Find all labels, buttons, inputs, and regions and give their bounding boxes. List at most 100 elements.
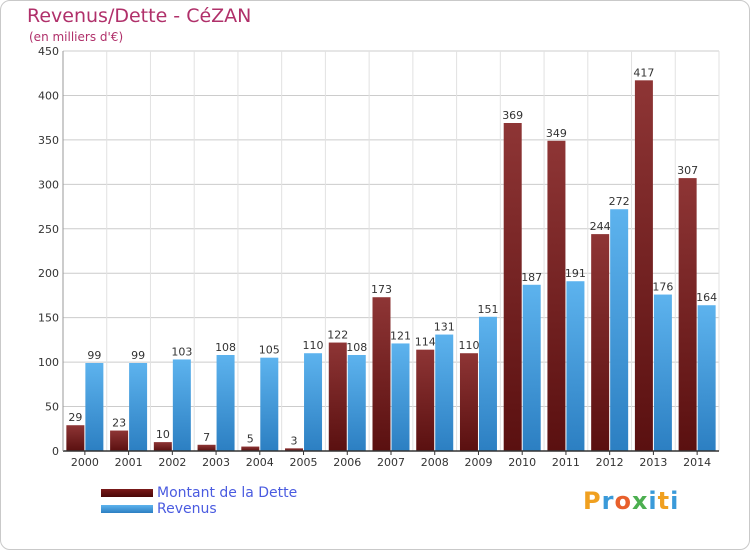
bar-dette [678,178,697,451]
data-label: 3 [291,434,298,447]
data-label: 108 [215,341,236,354]
y-tick-label: 150 [38,312,59,325]
bar-revenus [478,316,497,451]
proxiti-logo-letter: i [648,487,658,515]
legend: Montant de la Dette Revenus [101,485,297,517]
x-tick-label: 2005 [290,456,318,469]
proxiti-logo-letter: x [631,487,649,515]
data-label: 173 [371,283,392,296]
x-tick-label: 2014 [683,456,711,469]
bar-dette [66,425,85,451]
data-label: 122 [327,329,348,342]
y-tick-label: 0 [52,445,59,458]
data-label: 99 [131,349,145,362]
bar-dette [153,442,172,451]
x-tick-label: 2006 [333,456,361,469]
legend-item-revenus: Revenus [101,501,297,517]
bar-dette [503,123,522,451]
data-label: 349 [546,127,567,140]
bar-revenus [610,209,629,451]
data-label: 114 [415,336,436,349]
x-tick-label: 2000 [71,456,99,469]
legend-swatch-revenus [101,505,153,513]
legend-swatch-dette [101,489,153,497]
x-tick-label: 2013 [639,456,667,469]
data-label: 5 [247,433,254,446]
proxiti-logo-letter: i [670,487,680,515]
chart-subtitle: (en milliers d'€) [29,30,124,44]
data-label: 164 [696,291,717,304]
data-label: 272 [609,195,630,208]
axes-layer: 0 50 100 150 200 250 300 350 400 450 2000 2001 2002 2… [38,45,719,469]
bar-revenus [522,284,541,451]
data-label: 103 [171,345,192,358]
data-label: 105 [259,344,280,357]
x-tick-label: 2002 [158,456,186,469]
data-label: 191 [565,267,586,280]
x-tick-label: 2009 [464,456,492,469]
data-label: 121 [390,329,411,342]
data-label: 23 [112,417,126,430]
bar-dette [241,446,260,451]
data-label: 187 [521,271,542,284]
data-label: 151 [477,303,498,316]
data-label: 110 [303,339,324,352]
bar-dette [110,430,129,451]
data-label: 176 [652,281,673,294]
bar-revenus [85,363,104,451]
x-tick-label: 2012 [596,456,624,469]
data-label: 417 [633,66,654,79]
data-label: 29 [68,411,82,424]
bar-dette [285,448,304,451]
bar-revenus [304,353,323,451]
bar-revenus [172,359,191,451]
bar-revenus [347,355,366,451]
x-tick-label: 2010 [508,456,536,469]
proxiti-logo-letter: o [614,487,632,515]
data-label: 110 [458,339,479,352]
x-tick-label: 2011 [552,456,580,469]
bar-dette [547,140,566,451]
legend-label-revenus: Revenus [157,501,217,517]
y-tick-label: 100 [38,356,59,369]
proxiti-logo-letter: r [601,487,615,515]
bar-revenus [697,305,716,451]
bar-revenus [129,363,148,451]
data-label: 7 [203,431,210,444]
legend-item-dette: Montant de la Dette [101,485,297,501]
bar-dette [416,349,435,451]
data-label: 307 [677,164,698,177]
y-tick-label: 400 [38,89,59,102]
bar-revenus [435,334,454,451]
x-tick-label: 2003 [202,456,230,469]
y-tick-label: 50 [45,401,59,414]
x-tick-label: 2004 [246,456,274,469]
data-label: 99 [87,349,101,362]
bar-revenus [391,343,410,451]
chart-title: Revenus/Dette - CéZAN [27,5,252,27]
x-tick-label: 2007 [377,456,405,469]
proxiti-logo: Proxiti [583,487,679,515]
data-label: 108 [346,341,367,354]
y-tick-label: 350 [38,134,59,147]
y-tick-label: 200 [38,267,59,280]
data-label: 244 [590,220,611,233]
y-tick-label: 450 [38,45,59,58]
x-tick-label: 2001 [115,456,143,469]
bar-revenus [216,355,235,451]
x-tick-label: 2008 [421,456,449,469]
data-label: 10 [156,428,170,441]
proxiti-logo-letter: P [583,487,602,515]
legend-label-dette: Montant de la Dette [157,485,298,501]
bar-dette [328,342,347,451]
bars-layer [66,80,716,451]
proxiti-logo-letter: t [657,487,671,515]
bar-dette [459,353,478,451]
data-label: 369 [502,109,523,122]
bar-revenus [653,294,672,451]
bar-dette [197,444,216,451]
bar-revenus [566,281,585,451]
